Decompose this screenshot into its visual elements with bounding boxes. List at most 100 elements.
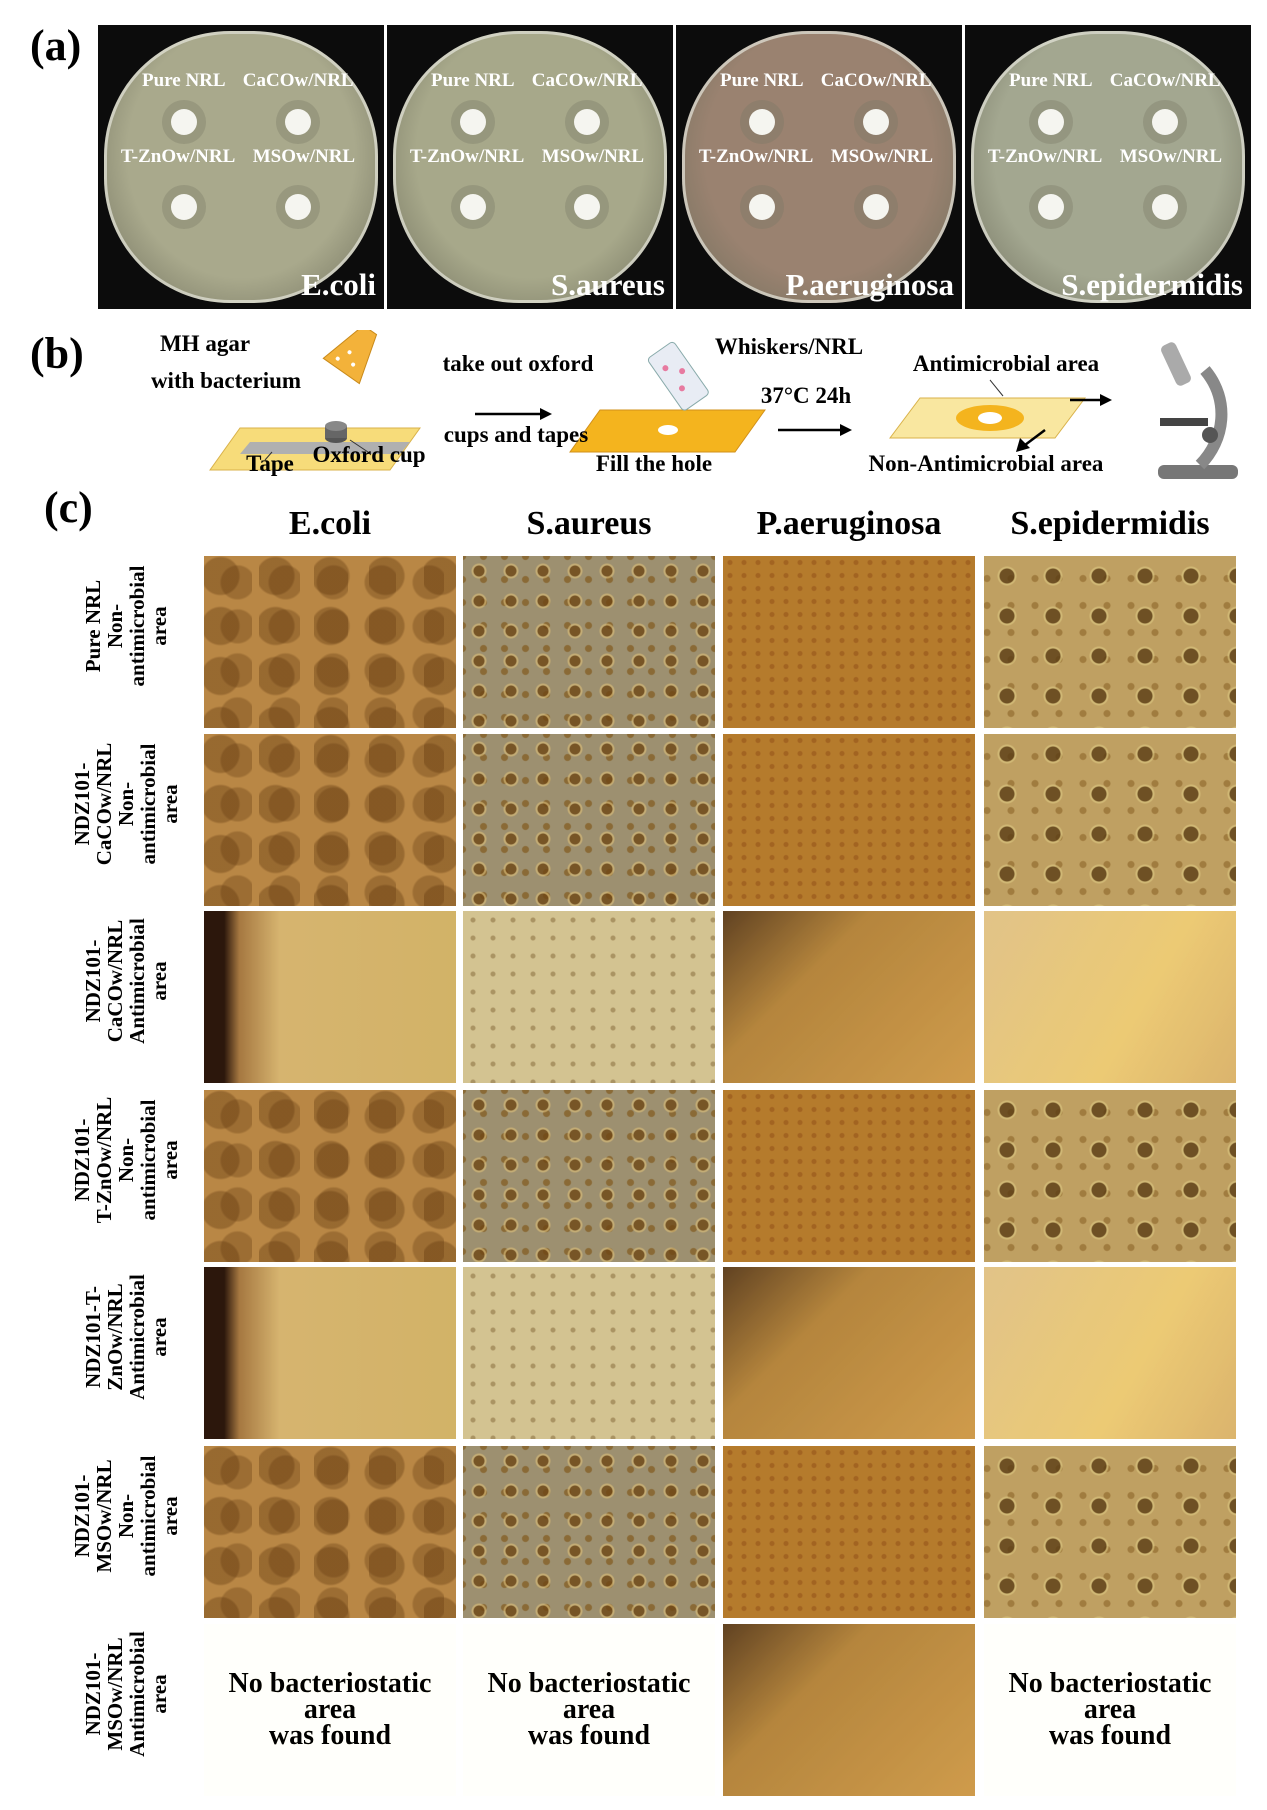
micrograph <box>723 734 975 906</box>
oxford-well <box>574 193 601 220</box>
agar-dish <box>682 31 956 303</box>
micrograph <box>204 911 456 1083</box>
row-label-line: MSOw/NRL <box>92 1459 116 1573</box>
note-line: was found <box>527 1720 651 1751</box>
row-label-line: Non- <box>114 781 138 827</box>
micrograph <box>463 1267 715 1439</box>
micrograph: No bacteriostatic area was found <box>984 1624 1236 1796</box>
oxford-cup-label: Oxford cup <box>312 442 425 467</box>
no-zone-note: No bacteriostatic area was found <box>204 1624 456 1796</box>
row-label-line: NDZ101- <box>70 1474 94 1558</box>
micrograph <box>463 911 715 1083</box>
petri-plate: Pure NRL CaCOw/NRL T-ZnOw/NRL MSOw/NRL S.aur… <box>387 25 673 309</box>
organism-label: S.aureus <box>551 267 665 302</box>
micrograph <box>204 1090 456 1262</box>
row-label-line: antimicrobial <box>136 1455 160 1577</box>
flask <box>322 330 378 385</box>
row-label: NDZ101- T-ZnOw/NRL Non-antimicrobial area <box>56 1074 196 1246</box>
row-label-line: Pure NRL <box>81 579 105 673</box>
micrograph <box>984 1090 1236 1262</box>
agar-dish <box>104 31 378 303</box>
micrograph <box>463 734 715 906</box>
sample-label: Pure NRL <box>142 69 226 91</box>
sample-label: CaCOw/NRL <box>820 69 932 91</box>
step-label: cups and tapes <box>444 422 588 447</box>
oxford-well <box>459 108 486 135</box>
oxford-well <box>1037 108 1064 135</box>
oxford-well <box>863 108 890 135</box>
oxford-well <box>748 193 775 220</box>
row-label-line: CaCOw/NRL <box>92 742 116 866</box>
row-label-line: area <box>147 961 171 1001</box>
pointer <box>264 451 273 461</box>
row-label: Pure NRL Non-antimicrobial area <box>56 540 196 712</box>
arrow <box>1024 429 1046 446</box>
row-label-line: antimicrobial <box>125 565 149 687</box>
oxford-well <box>285 193 312 220</box>
sample-label: T-ZnOw/NRL <box>987 146 1103 168</box>
row-label-line: ZnOw/NRL <box>103 1283 127 1391</box>
sample-label: CaCOw/NRL <box>1109 69 1221 91</box>
whiskers-label: Whiskers/NRL <box>715 334 863 359</box>
note-line: No bacteriostatic <box>1008 1668 1212 1699</box>
micrograph: No bacteriostatic area was found <box>204 1624 456 1796</box>
sample-label: Pure NRL <box>431 69 515 91</box>
arrow <box>540 408 552 420</box>
note-line: No bacteriostatic <box>228 1668 432 1699</box>
row-label-line: area <box>147 1674 171 1714</box>
oxford-well <box>459 193 486 220</box>
oxford-well <box>1037 193 1064 220</box>
sample-label: MSOw/NRL <box>252 146 356 168</box>
step-label: take out oxford <box>443 351 594 376</box>
row-label-line: antimicrobial <box>136 743 160 865</box>
fill-label: Fill the hole <box>596 451 712 476</box>
tube <box>647 341 709 411</box>
micrograph <box>204 556 456 728</box>
micrograph <box>984 556 1236 728</box>
sample-label: Pure NRL <box>720 69 804 91</box>
row-label-line: Antimicrobial <box>125 1631 149 1757</box>
note-line: was found <box>1048 1720 1172 1751</box>
row-label-line: area <box>158 784 182 824</box>
sample-label: MSOw/NRL <box>1119 146 1223 168</box>
row-label-line: T-ZnOw/NRL <box>92 1096 116 1224</box>
sample-label: MSOw/NRL <box>541 146 645 168</box>
row-label-line: Antimicrobial <box>125 918 149 1044</box>
oxford-well <box>285 108 312 135</box>
micrograph <box>723 911 975 1083</box>
arrow <box>1100 394 1112 406</box>
organism-label: P.aeruginosa <box>785 267 954 302</box>
oxford-well <box>863 193 890 220</box>
row-label-line: area <box>147 606 171 646</box>
pointer <box>349 439 369 453</box>
sample-label: Pure NRL <box>1009 69 1093 91</box>
pointer <box>989 379 1004 397</box>
micrograph <box>723 556 975 728</box>
note-line: area <box>303 1694 357 1725</box>
micrograph <box>204 1446 456 1618</box>
step-labels: MH agar with bacterium take out oxford c… <box>151 331 1104 476</box>
sample-label: T-ZnOw/NRL <box>120 146 236 168</box>
micrograph <box>723 1446 975 1618</box>
column-header: E.coli <box>288 505 372 542</box>
row-label: NDZ101- CaCOw/NRL Antimicrobial area <box>56 895 196 1067</box>
row-label-line: antimicrobial <box>136 1099 160 1221</box>
microscope <box>1158 342 1238 479</box>
column-header: P.aeruginosa <box>756 505 942 542</box>
row-label-line: NDZ101-T- <box>81 1286 105 1388</box>
oxford-well <box>748 108 775 135</box>
petri-plate: Pure NRL CaCOw/NRL T-ZnOw/NRL MSOw/NRL S.epi… <box>965 25 1251 309</box>
panel-label: (b) <box>30 329 84 378</box>
micrograph <box>463 556 715 728</box>
micrograph <box>984 734 1236 906</box>
column-header: S.aureus <box>526 505 652 542</box>
micrograph: No bacteriostatic area was found <box>463 1624 715 1796</box>
agar-label: with bacterium <box>151 368 301 393</box>
row-label: NDZ101- CaCOw/NRL Non-antimicrobial area <box>56 718 196 890</box>
sample-label: T-ZnOw/NRL <box>698 146 814 168</box>
row-label-line: area <box>158 1140 182 1180</box>
petri-plate: Pure NRL CaCOw/NRL T-ZnOw/NRL MSOw/NRL E.col… <box>98 25 384 309</box>
row-label-line: NDZ101- <box>70 762 94 846</box>
organism-label: S.epidermidis <box>1061 267 1243 302</box>
